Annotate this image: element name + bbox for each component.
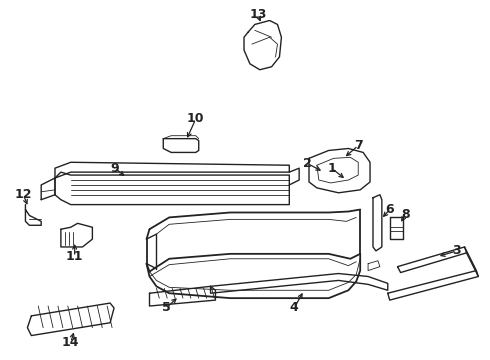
Text: 8: 8 bbox=[401, 208, 410, 221]
Text: 13: 13 bbox=[249, 8, 267, 21]
Text: 1: 1 bbox=[327, 162, 336, 175]
Text: 2: 2 bbox=[303, 157, 312, 170]
Text: 3: 3 bbox=[452, 244, 461, 257]
Text: 5: 5 bbox=[162, 301, 171, 315]
Text: 4: 4 bbox=[290, 301, 298, 315]
Text: 10: 10 bbox=[187, 112, 204, 125]
Text: 11: 11 bbox=[66, 250, 83, 263]
Text: 6: 6 bbox=[386, 203, 394, 216]
Text: 12: 12 bbox=[15, 188, 32, 201]
Text: 14: 14 bbox=[62, 336, 79, 349]
Text: 7: 7 bbox=[354, 139, 363, 152]
Text: 9: 9 bbox=[111, 162, 120, 175]
